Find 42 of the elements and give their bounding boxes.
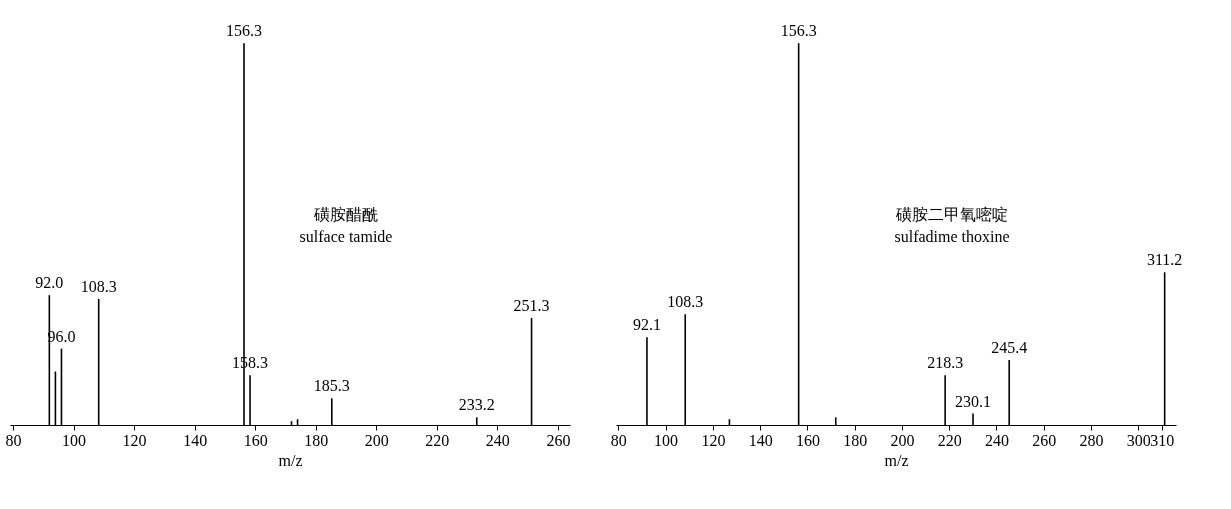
- x-tick-label: 100: [62, 431, 87, 449]
- annotation: 108.3: [667, 293, 704, 311]
- x-tick-label: 100: [654, 431, 679, 449]
- x-tick-label: 80: [610, 431, 627, 449]
- x-tick-label: 220: [425, 431, 450, 449]
- x-tick-label: 140: [748, 431, 773, 449]
- annotation: 156.3: [225, 22, 262, 40]
- annotation: 230.1: [955, 392, 992, 410]
- annotation: 245.4: [991, 339, 1028, 357]
- x-tick-label: 200: [364, 431, 389, 449]
- annotation: 156.3: [780, 22, 817, 40]
- annotation: 磺胺二甲氧嘧啶: [895, 206, 1008, 223]
- annotation: 92.0: [35, 274, 64, 292]
- x-tick-label: 180: [304, 431, 329, 449]
- x-tick-label: 140: [183, 431, 208, 449]
- annotation: 92.1: [632, 316, 661, 334]
- x-tick-label: 200: [890, 431, 915, 449]
- x-tick-label: 260: [1032, 431, 1057, 449]
- annotation: sulface tamide: [299, 228, 393, 245]
- x-tick-label: 160: [795, 431, 820, 449]
- annotation: 251.3: [513, 297, 550, 315]
- x-tick-label: 180: [843, 431, 868, 449]
- x-axis-title: m/z: [884, 451, 909, 469]
- x-tick-label: 120: [122, 431, 147, 449]
- x-tick-label: 120: [701, 431, 726, 449]
- x-tick-label: 280: [1079, 431, 1104, 449]
- annotation: 233.2: [458, 396, 495, 414]
- annotation: 108.3: [80, 278, 117, 295]
- x-tick-label: 240: [984, 431, 1009, 449]
- x-tick-label: 80: [5, 431, 22, 449]
- annotation: 218.3: [927, 354, 964, 372]
- x-tick-label: 300: [1126, 431, 1151, 449]
- annotation: 磺胺醋酰: [313, 206, 378, 223]
- x-tick-label: 240: [485, 431, 510, 449]
- annotation: 311.2: [1146, 251, 1183, 269]
- annotation: 185.3: [313, 377, 350, 395]
- x-axis-title: m/z: [278, 451, 303, 469]
- x-tick-label: 220: [937, 431, 962, 449]
- x-tick-label: 160: [243, 431, 268, 449]
- annotation: sulfadime thoxine: [894, 228, 1010, 245]
- x-tick-label: 260: [546, 431, 571, 449]
- x-tick-label: 310: [1150, 431, 1175, 449]
